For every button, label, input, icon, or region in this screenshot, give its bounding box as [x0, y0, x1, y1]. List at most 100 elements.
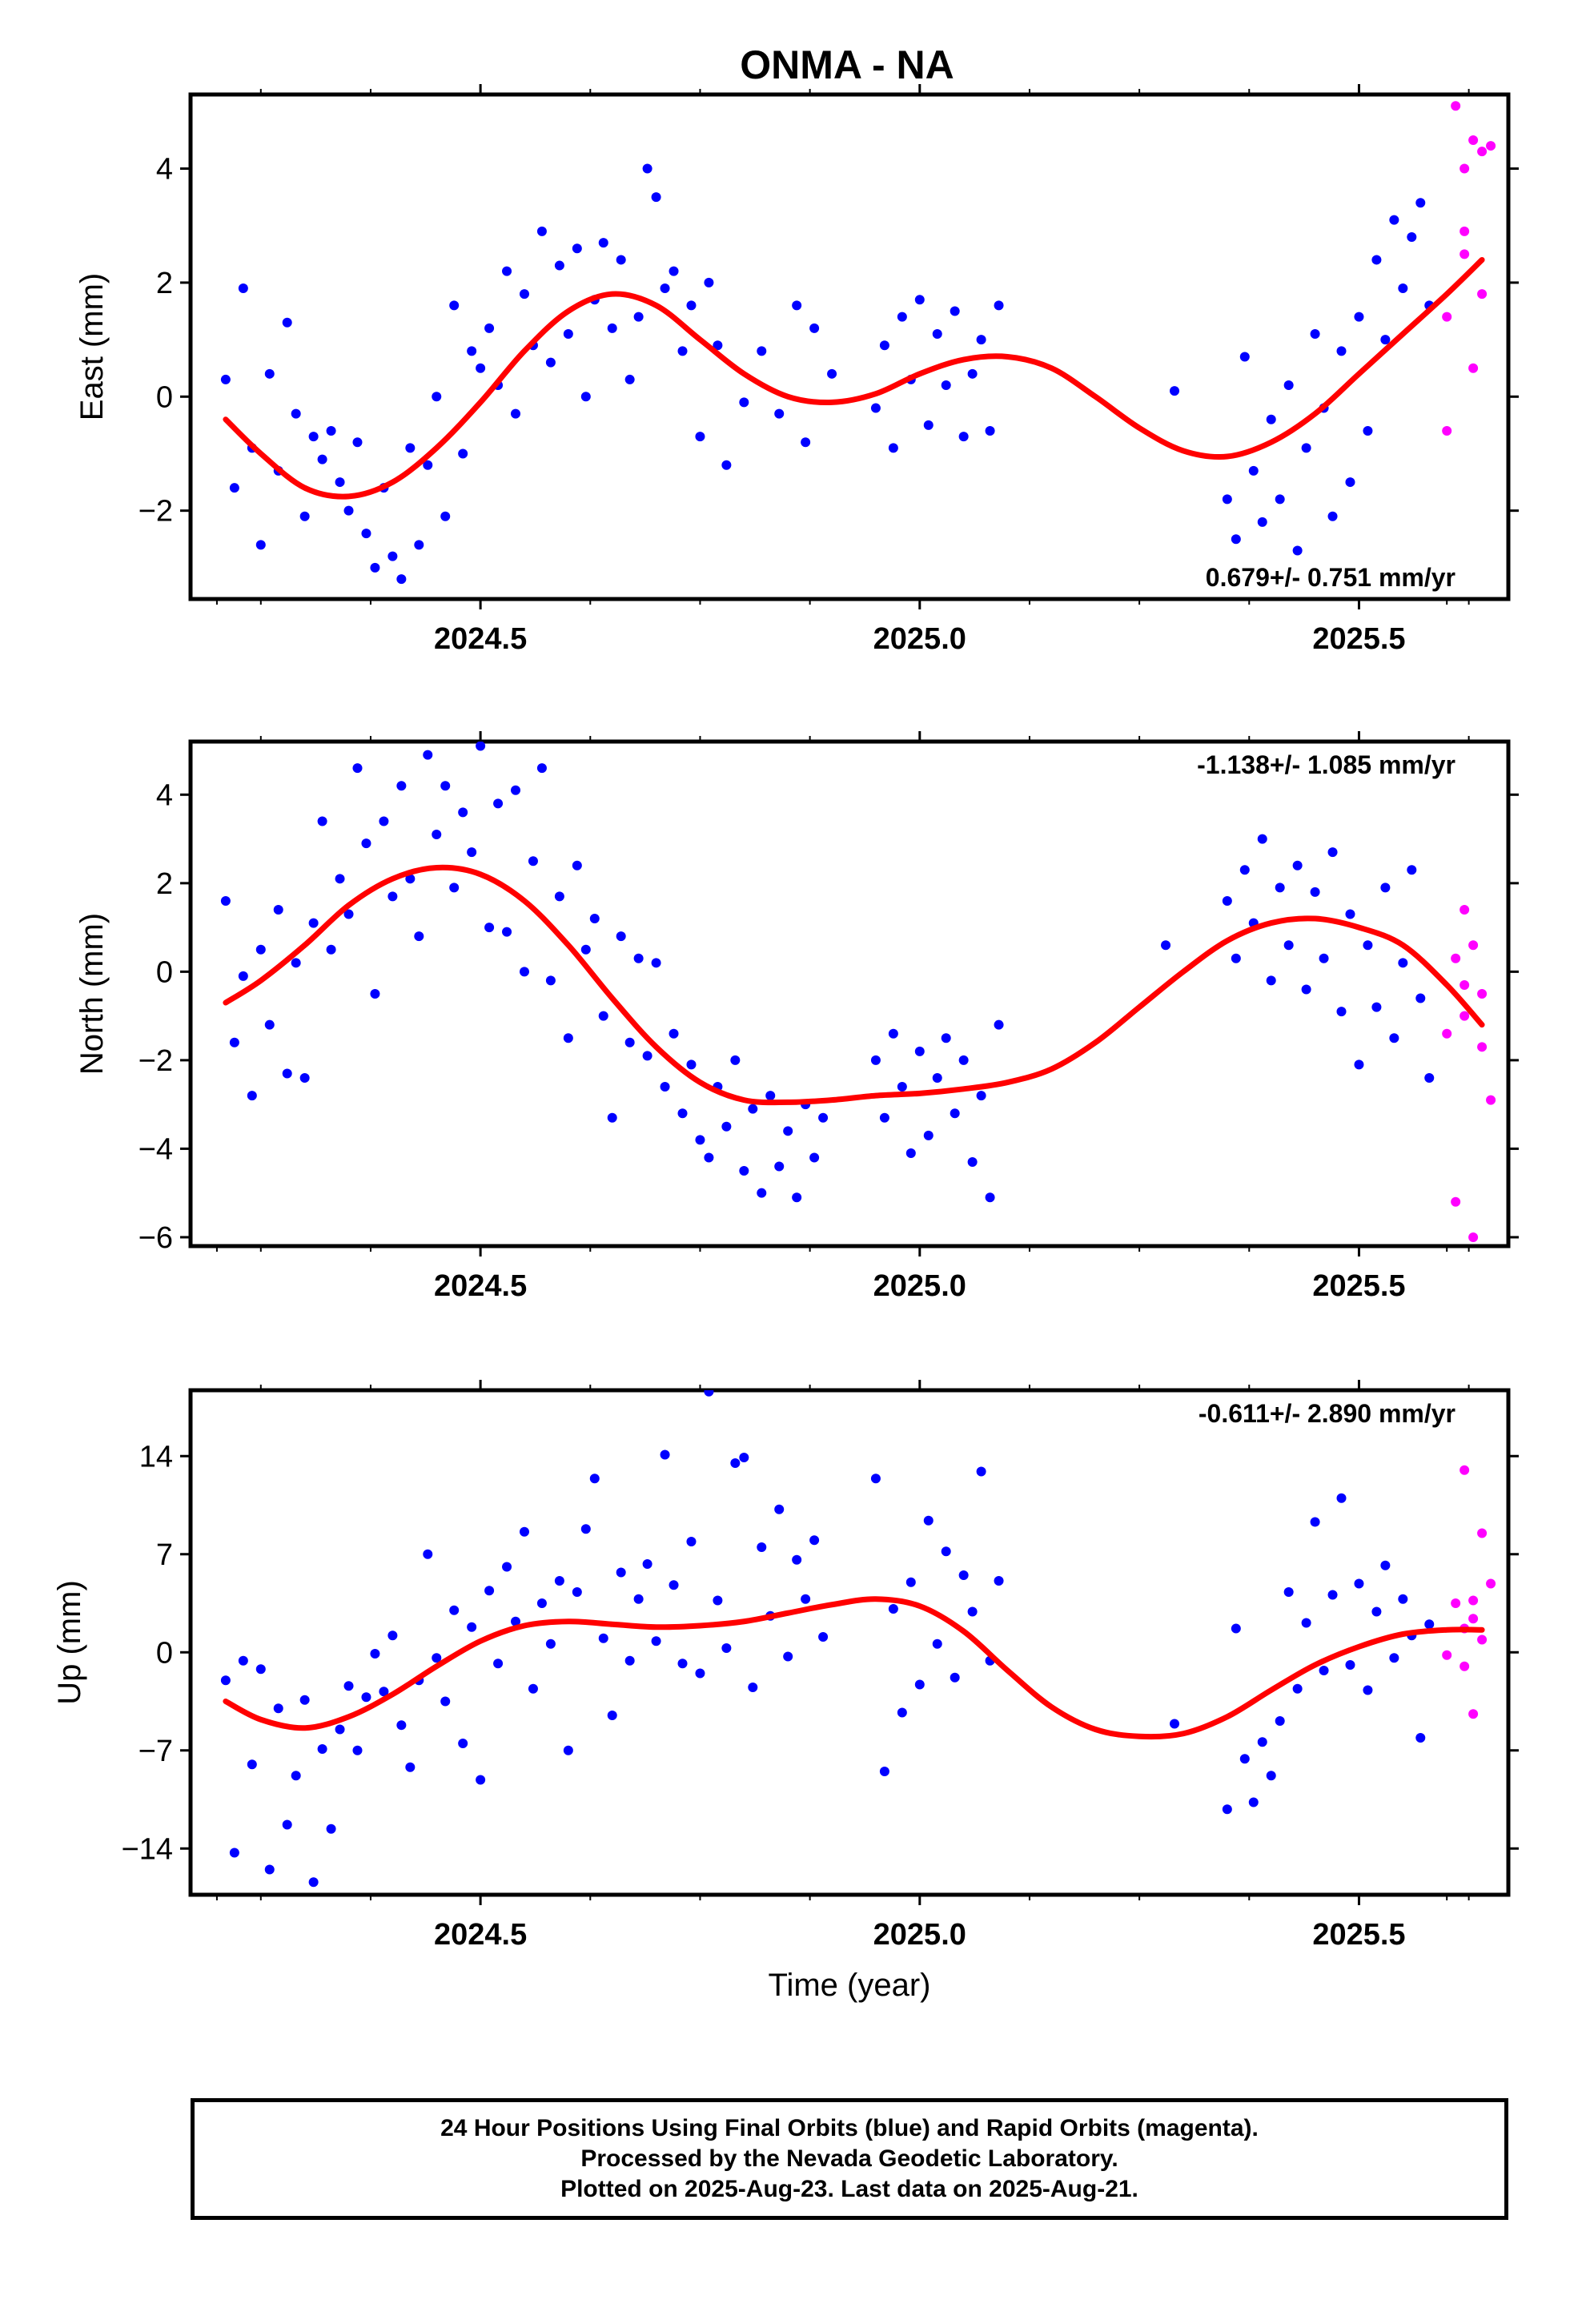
north-point-final	[1266, 975, 1276, 986]
up-ytick-label: 0	[156, 1636, 173, 1670]
north-point-final	[528, 856, 538, 866]
north-point-final	[1292, 860, 1303, 870]
east-point-final	[1389, 215, 1399, 225]
north-point-final	[502, 927, 512, 937]
north-point-final	[370, 989, 380, 999]
up-points	[220, 1390, 1496, 1888]
north-point-final	[967, 1157, 978, 1167]
up-point-final	[502, 1562, 512, 1572]
up-point-final	[440, 1696, 451, 1707]
up-xtick-label: 2024.5	[434, 1918, 527, 1952]
east-point-final	[484, 323, 495, 333]
north-point-final	[273, 905, 283, 915]
north-point-final	[264, 1019, 275, 1030]
up-point-final	[994, 1576, 1004, 1586]
east-xtick-label: 2025.0	[873, 622, 966, 656]
north-point-final	[282, 1068, 292, 1079]
east-ytick-label: 2	[156, 267, 173, 300]
north-point-final	[1275, 883, 1285, 893]
up-point-final	[730, 1458, 741, 1468]
up-ytick-label: −14	[122, 1832, 173, 1866]
north-point-final	[748, 1104, 758, 1114]
up-point-final	[291, 1771, 301, 1781]
east-point-final	[467, 346, 477, 356]
up-point-final	[1248, 1797, 1259, 1807]
up-point-final	[511, 1616, 521, 1626]
up-point-final	[1275, 1716, 1285, 1726]
east-point-final	[739, 397, 749, 408]
north-point-final	[660, 1082, 670, 1092]
north-point-final	[335, 874, 345, 884]
up-point-final	[361, 1692, 371, 1703]
east-point-final	[985, 426, 995, 436]
east-point-final	[545, 357, 556, 368]
east-point-final	[1292, 545, 1303, 556]
up-point-final	[801, 1594, 811, 1604]
east-panel: 2024.5 2025.0 2025.5 −2 0 2 4 East (mm) 0.679+/-…	[74, 84, 1519, 656]
up-point-final	[967, 1606, 978, 1617]
up-point-final	[545, 1638, 556, 1649]
north-point-final	[308, 918, 319, 928]
east-point-final	[1257, 517, 1267, 527]
east-point-final	[449, 300, 460, 311]
up-panel: 2024.5 2025.0 2025.5 −14 −7 0 7 14 Up (mm) Time (…	[52, 1380, 1519, 2003]
east-point-final	[1345, 477, 1355, 488]
up-point-final	[299, 1695, 310, 1705]
up-point-final	[220, 1675, 231, 1686]
up-point-final	[370, 1649, 380, 1659]
north-point-final	[941, 1033, 951, 1043]
east-point-rapid	[1468, 363, 1479, 373]
north-point-final	[299, 1073, 310, 1083]
north-point-final	[1257, 834, 1267, 844]
east-point-final	[888, 443, 898, 453]
north-point-final	[1336, 1007, 1347, 1017]
east-point-final	[792, 300, 802, 311]
up-point-final	[264, 1864, 275, 1875]
up-point-final	[1424, 1619, 1435, 1630]
east-point-final	[660, 283, 670, 294]
up-xlabel: Time (year)	[769, 1968, 931, 2003]
up-point-final	[757, 1542, 767, 1552]
up-point-final	[326, 1823, 336, 1834]
north-fit-curve	[223, 864, 1485, 1106]
up-point-final	[633, 1594, 644, 1604]
up-point-final	[238, 1655, 248, 1666]
up-ylabel: Up (mm)	[52, 1580, 87, 1705]
east-point-final	[502, 266, 512, 276]
up-point-final	[572, 1587, 582, 1597]
east-point-final	[941, 380, 951, 391]
east-point-final	[440, 511, 451, 521]
north-point-final	[1301, 984, 1311, 995]
up-frame	[188, 1388, 1511, 1897]
east-fit-curve	[223, 256, 1485, 500]
up-point-final	[449, 1605, 460, 1615]
east-point-final	[704, 277, 714, 287]
up-point-rapid	[1477, 1634, 1488, 1645]
north-point-final	[642, 1051, 652, 1061]
east-point-final	[476, 363, 486, 373]
east-point-final	[757, 346, 767, 356]
north-point-final	[387, 891, 398, 902]
up-point-final	[580, 1524, 591, 1534]
up-point-final	[1239, 1754, 1250, 1764]
up-point-final	[1266, 1771, 1276, 1781]
up-point-final	[255, 1664, 266, 1675]
east-point-final	[1275, 494, 1285, 505]
east-frame	[188, 92, 1511, 601]
north-point-final	[1398, 958, 1408, 968]
north-point-final	[1239, 865, 1250, 875]
east-point-rapid	[1460, 249, 1470, 259]
east-ytick-label: −2	[139, 495, 173, 529]
east-point-final	[1301, 443, 1311, 453]
up-point-final	[695, 1668, 705, 1679]
north-point-final	[792, 1192, 802, 1203]
north-point-final	[440, 781, 451, 791]
up-point-final	[818, 1632, 829, 1642]
up-point-final	[713, 1595, 723, 1606]
east-point-final	[669, 266, 679, 276]
east-point-final	[1310, 328, 1320, 339]
east-point-final	[554, 260, 564, 271]
north-point-final	[888, 1028, 898, 1039]
up-point-final	[247, 1759, 257, 1770]
up-point-final	[352, 1745, 363, 1755]
